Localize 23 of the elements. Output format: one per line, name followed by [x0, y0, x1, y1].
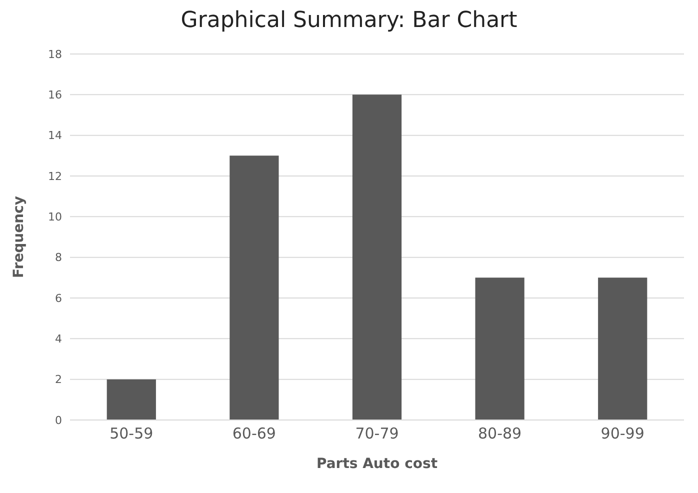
- x-tick-label: 90-99: [600, 424, 644, 443]
- y-tick-label: 18: [48, 48, 62, 61]
- bar: [106, 379, 156, 420]
- bar: [475, 278, 524, 420]
- x-tick-label: 50-59: [110, 424, 154, 443]
- x-tick-label: 60-69: [232, 424, 276, 443]
- bar: [352, 94, 402, 420]
- y-tick-label: 8: [55, 251, 62, 264]
- y-tick-label: 12: [48, 170, 62, 183]
- bar: [598, 278, 648, 420]
- x-axis-title: Parts Auto cost: [316, 456, 438, 472]
- x-tick-label: 80-89: [478, 424, 522, 443]
- y-tick-label: 14: [48, 129, 62, 142]
- bar: [230, 156, 279, 420]
- y-tick-label: 2: [55, 373, 62, 386]
- y-axis-title: Frequency: [10, 196, 27, 278]
- chart-title: Graphical Summary: Bar Chart: [180, 8, 518, 35]
- y-tick-label: 6: [55, 292, 62, 305]
- y-tick-label: 4: [55, 332, 62, 346]
- x-tick-label: 70-79: [355, 424, 399, 443]
- y-tick-label: 10: [48, 210, 62, 224]
- y-tick-label: 0: [55, 414, 62, 427]
- y-tick-label: 16: [48, 88, 62, 102]
